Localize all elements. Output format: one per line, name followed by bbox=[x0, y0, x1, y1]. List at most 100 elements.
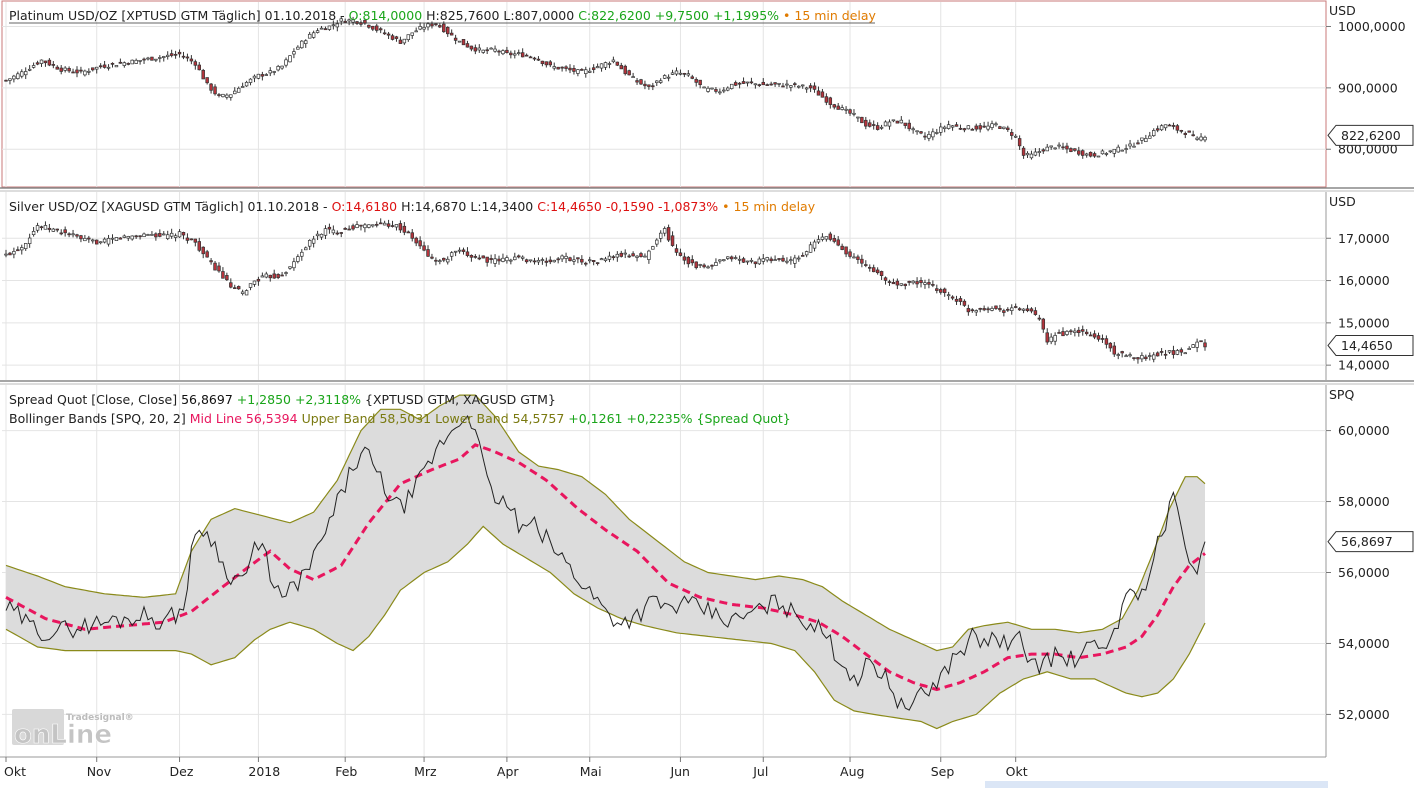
silver-candle-body bbox=[733, 257, 738, 259]
spread-tick-label-1: 58,0000 bbox=[1338, 494, 1390, 509]
silver-last-price: 14,4650 bbox=[1341, 338, 1393, 353]
platinum-candle-body bbox=[1025, 152, 1030, 156]
platinum-candle-body bbox=[603, 62, 608, 68]
platinum-candle-body bbox=[264, 74, 269, 76]
silver-candle-body bbox=[386, 223, 391, 227]
platinum-candle-body bbox=[1100, 150, 1105, 155]
platinum-candle-body bbox=[501, 50, 505, 55]
x-tick-label-8: Jun bbox=[669, 764, 690, 779]
silver-candle-body bbox=[114, 237, 119, 242]
silver-candle-body bbox=[517, 255, 521, 258]
platinum-candle-body bbox=[761, 81, 765, 86]
silver-candle-body bbox=[647, 250, 651, 260]
silver-candle-body bbox=[852, 256, 856, 259]
silver-candle-body bbox=[587, 259, 592, 262]
silver-candle-body bbox=[757, 258, 762, 265]
platinum-candle-body bbox=[355, 21, 359, 24]
platinum-candle-body bbox=[453, 37, 458, 41]
silver-candle-body bbox=[165, 234, 170, 239]
silver-candle-body bbox=[536, 260, 541, 263]
scrollbar-strip[interactable] bbox=[985, 781, 1328, 788]
watermark-brand: Tradesignal® bbox=[66, 713, 134, 723]
platinum-candle-body bbox=[209, 83, 213, 91]
platinum-candle-body bbox=[1167, 124, 1172, 127]
silver-candle-body bbox=[284, 272, 288, 274]
silver-candle-body bbox=[323, 228, 328, 236]
silver-candle-body bbox=[1108, 342, 1113, 349]
x-tick-label-12: Okt bbox=[1006, 764, 1028, 779]
silver-candle-body bbox=[907, 280, 911, 283]
platinum-candle-body bbox=[808, 85, 813, 89]
platinum-candle-body bbox=[1041, 149, 1046, 152]
x-tick-label-9: Jul bbox=[752, 764, 768, 779]
silver-candle-body bbox=[686, 256, 691, 265]
platinum-candle-body bbox=[39, 59, 44, 64]
silver-candle-body bbox=[998, 308, 1002, 311]
silver-candle-body bbox=[1049, 336, 1053, 343]
platinum-candle-body bbox=[205, 77, 209, 84]
platinum-candle-body bbox=[986, 125, 990, 130]
silver-candle-body bbox=[619, 252, 624, 257]
platinum-candle-body bbox=[816, 90, 821, 96]
platinum-candle-body bbox=[359, 22, 363, 25]
spread-header-line2: Bollinger Bands [SPQ, 20, 2] Mid Line 56… bbox=[9, 411, 791, 426]
silver-candle-body bbox=[189, 238, 194, 241]
spread-tick-label-3: 54,0000 bbox=[1338, 636, 1390, 651]
platinum-candle-body bbox=[812, 85, 817, 90]
platinum-candle-body bbox=[27, 68, 32, 71]
silver-candle-body bbox=[1057, 332, 1061, 334]
spread-y-ticks: 60,0000 58,0000 56,0000 54,0000 52,0000 bbox=[1326, 423, 1390, 722]
silver-candle-body bbox=[793, 257, 797, 264]
spread-last-value-box bbox=[1327, 531, 1414, 553]
silver-tick-label-3: 14,0000 bbox=[1338, 358, 1390, 373]
silver-candle-body bbox=[359, 224, 363, 227]
silver-candle-body bbox=[1013, 306, 1018, 308]
silver-candle-body bbox=[414, 237, 418, 244]
silver-candle-body bbox=[1132, 357, 1136, 359]
silver-candle-body bbox=[702, 264, 706, 268]
x-tick-label-10: Aug bbox=[840, 764, 864, 779]
platinum-candle-body bbox=[871, 124, 876, 126]
silver-last-price-marker: 14,4650 bbox=[1327, 334, 1414, 356]
silver-candle-body bbox=[962, 300, 967, 306]
silver-candle-body bbox=[473, 256, 478, 258]
silver-candle-body bbox=[923, 282, 927, 285]
platinum-candle-body bbox=[434, 23, 438, 26]
silver-tick-label-1: 16,0000 bbox=[1338, 273, 1390, 288]
platinum-candle-body bbox=[118, 61, 123, 64]
platinum-candle-body bbox=[556, 66, 560, 70]
platinum-candle-body bbox=[307, 33, 312, 39]
x-tick-label-2: Dez bbox=[170, 764, 194, 779]
silver-panel: Silver USD/OZ [XAGUSD GTM Täglich] 01.10… bbox=[0, 187, 1414, 380]
silver-candle-body bbox=[670, 235, 675, 246]
platinum-candle-body bbox=[189, 58, 194, 62]
platinum-candle-body bbox=[1199, 136, 1203, 141]
platinum-candle-body bbox=[954, 124, 959, 127]
platinum-candle-body bbox=[623, 65, 627, 75]
platinum-panel: Platinum USD/OZ [XPTUSD GTM Täglich] 01.… bbox=[1, 0, 1414, 188]
silver-candle-body bbox=[864, 264, 868, 266]
platinum-candle-body bbox=[860, 116, 864, 124]
platinum-candle-body bbox=[1179, 130, 1184, 132]
silver-candle-body bbox=[410, 232, 414, 239]
silver-candle-body bbox=[47, 227, 52, 230]
silver-candle-body bbox=[59, 232, 63, 235]
platinum-candle-body bbox=[51, 64, 56, 66]
platinum-candle-body bbox=[31, 65, 36, 68]
silver-candle-body bbox=[505, 257, 509, 262]
silver-candle-body bbox=[808, 244, 813, 253]
silver-candle-body bbox=[461, 249, 466, 252]
silver-candle-body bbox=[674, 248, 679, 253]
platinum-candle-body bbox=[217, 94, 221, 96]
silver-candle-body bbox=[229, 282, 233, 288]
silver-candle-body bbox=[138, 235, 142, 238]
platinum-candle-body bbox=[339, 18, 343, 22]
silver-candle-body bbox=[193, 238, 198, 243]
silver-candle-body bbox=[98, 241, 103, 244]
x-tick-label-3: 2018 bbox=[248, 764, 280, 779]
silver-candle-body bbox=[911, 280, 915, 284]
platinum-candle-body bbox=[998, 126, 1002, 129]
silver-candle-body bbox=[489, 258, 493, 261]
silver-candle-body bbox=[351, 225, 355, 230]
silver-candle-body bbox=[1029, 308, 1034, 312]
